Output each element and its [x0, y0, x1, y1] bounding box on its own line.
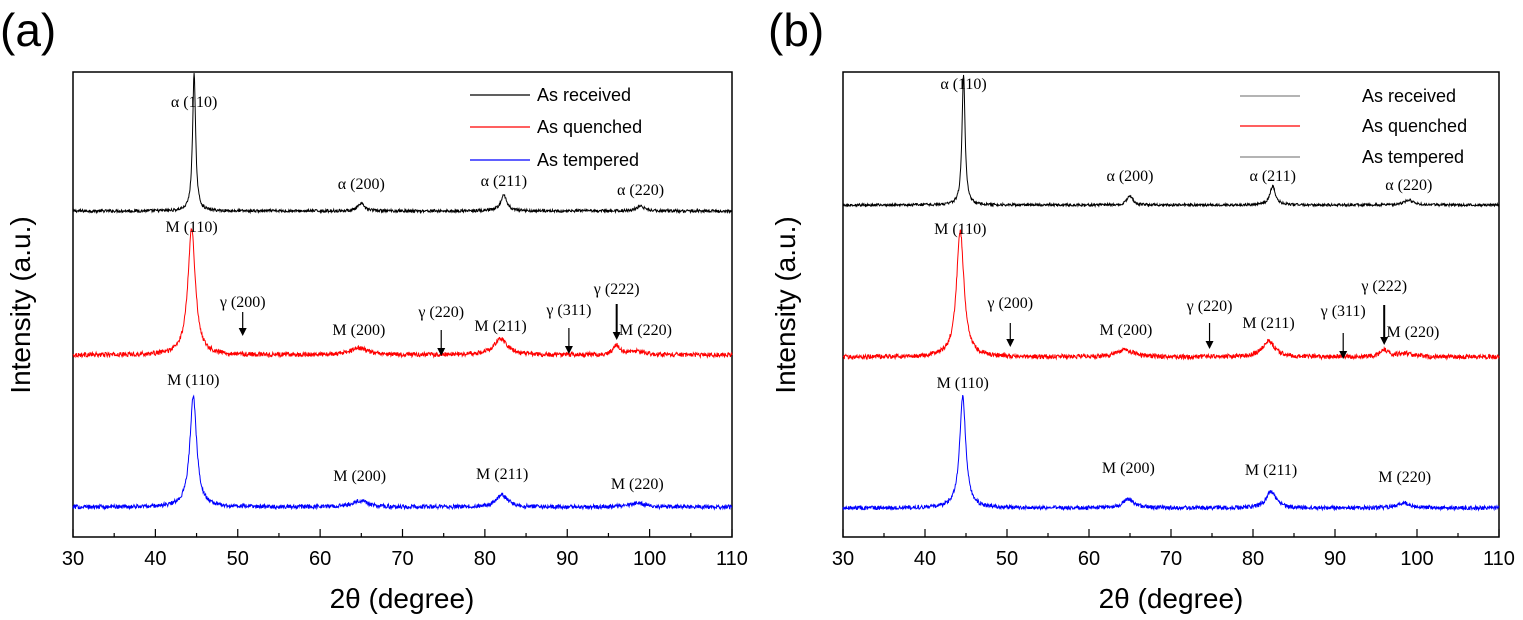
peak-label: M (211) — [474, 318, 526, 335]
peak-label: M (220) — [1386, 324, 1439, 341]
series-line-as-tempered — [842, 394, 1500, 512]
peak-label: γ (200) — [986, 295, 1033, 312]
legend-label: As received — [537, 85, 631, 105]
panel-a-xtick-label: 90 — [556, 548, 578, 570]
legend-label: As quenched — [537, 117, 642, 137]
series-line-as-quenched — [72, 227, 733, 359]
arrow-head — [612, 332, 621, 340]
panel-b-xtick-label: 80 — [1242, 548, 1264, 570]
peak-label: α (110) — [171, 94, 217, 111]
panel-b-legend: As received As quenched As tempered — [1240, 86, 1467, 167]
series-line-as-tempered — [72, 394, 733, 511]
peak-label: γ (220) — [417, 304, 464, 321]
panel-a-xtick-label: 80 — [474, 548, 496, 570]
peak-label: α (220) — [1385, 177, 1432, 194]
peak-label: M (110) — [937, 375, 989, 392]
peak-label: M (200) — [1099, 322, 1152, 339]
arrow-head — [1339, 351, 1348, 359]
panel-b-arrows — [1006, 305, 1389, 359]
panel-b-ticks — [842, 529, 1500, 537]
panel-b-xtick-label: 110 — [1483, 548, 1515, 570]
panel-b-xlabel: 2θ (degree) — [1099, 583, 1244, 614]
arrow-head — [1205, 341, 1214, 349]
peak-label: α (211) — [481, 173, 527, 190]
panel-a-xtick-label: 30 — [62, 548, 84, 570]
panel-b-series — [842, 74, 1500, 512]
panel-b-ylabel: Intensity (a.u.) — [770, 216, 801, 393]
panel-b-xtick-label: 30 — [832, 548, 854, 570]
panel-a-ticks — [72, 529, 733, 537]
panel-b-xtick-label: 100 — [1400, 548, 1433, 570]
peak-label: M (220) — [611, 476, 664, 493]
peak-label: M (211) — [476, 466, 528, 483]
panel-a-xtick-label: 110 — [716, 548, 748, 570]
panel-a-tick-labels: 30 40 50 60 70 80 90 100 110 — [62, 548, 748, 570]
series-line-as-received — [72, 73, 733, 215]
legend-label: As tempered — [537, 150, 639, 170]
peak-label: γ (220) — [1186, 298, 1233, 315]
peak-label: α (200) — [1106, 168, 1153, 185]
peak-label: α (110) — [940, 76, 986, 93]
panel-a-ylabel: Intensity (a.u.) — [5, 216, 36, 393]
panel-a-xlabel: 2θ (degree) — [330, 583, 475, 614]
peak-label: M (200) — [332, 322, 385, 339]
panel-b-xtick-label: 90 — [1324, 548, 1346, 570]
peak-label: M (220) — [619, 322, 672, 339]
panel-a-xtick-label: 100 — [633, 548, 666, 570]
peak-label: α (220) — [617, 182, 664, 199]
panel-b-xtick-label: 40 — [914, 548, 936, 570]
peak-label: α (200) — [338, 176, 385, 193]
peak-label: α (211) — [1249, 168, 1295, 185]
arrow-head — [1006, 339, 1015, 347]
peak-label: γ (222) — [1360, 278, 1407, 295]
panel-a-series — [72, 73, 733, 511]
peak-label: M (211) — [1245, 462, 1297, 479]
arrow-head — [1380, 337, 1389, 345]
panel-b-tick-labels: 30 40 50 60 70 80 90 100 110 — [832, 548, 1515, 570]
peak-label: γ (311) — [545, 302, 591, 319]
panel-a-legend: As received As quenched As tempered — [470, 85, 642, 170]
panel-a-xtick-label: 50 — [227, 548, 249, 570]
arrow-head — [564, 346, 573, 354]
peak-label: γ (311) — [1320, 303, 1366, 320]
panel-b-peak-labels: α (110) α (200) α (211) α (220) M (110) … — [934, 76, 1439, 486]
peak-label: M (110) — [934, 221, 986, 238]
arrow-head — [437, 348, 446, 356]
panel-b-xtick-label: 50 — [996, 548, 1018, 570]
panel-b-xtick-label: 60 — [1078, 548, 1100, 570]
panel-a-xtick-label: 40 — [144, 548, 166, 570]
panel-a-arrows — [238, 304, 621, 356]
panel-b-plot-frame — [842, 71, 1500, 538]
panel-a-peak-labels: α (110) α (200) α (211) α (220) M (110) … — [165, 94, 671, 493]
panel-b-label: (b) — [768, 4, 824, 56]
peak-label: M (211) — [1242, 315, 1294, 332]
peak-label: M (200) — [333, 468, 386, 485]
peak-label: M (110) — [165, 219, 217, 236]
panel-b-xtick-label: 70 — [1160, 548, 1182, 570]
peak-label: M (220) — [1378, 469, 1431, 486]
panel-a-label: (a) — [0, 4, 56, 56]
legend-label: As received — [1362, 86, 1456, 106]
arrow-head — [238, 328, 247, 336]
series-line-as-received — [842, 74, 1500, 209]
panel-a: (a) Intensity (a.u.) 2θ (degree) 30 40 5… — [0, 4, 748, 614]
legend-label: As tempered — [1362, 147, 1464, 167]
panel-a-xtick-label: 60 — [309, 548, 331, 570]
peak-label: M (110) — [167, 372, 219, 389]
series-line-as-quenched — [842, 229, 1500, 361]
peak-label: γ (222) — [593, 281, 640, 298]
panel-b: (b) Intensity (a.u.) 2θ (degree) 30 40 5… — [768, 4, 1515, 614]
peak-label: M (200) — [1102, 460, 1155, 477]
panel-a-xtick-label: 70 — [391, 548, 413, 570]
peak-label: γ (200) — [219, 294, 266, 311]
legend-label: As quenched — [1362, 116, 1467, 136]
panel-a-plot-frame — [72, 71, 733, 538]
